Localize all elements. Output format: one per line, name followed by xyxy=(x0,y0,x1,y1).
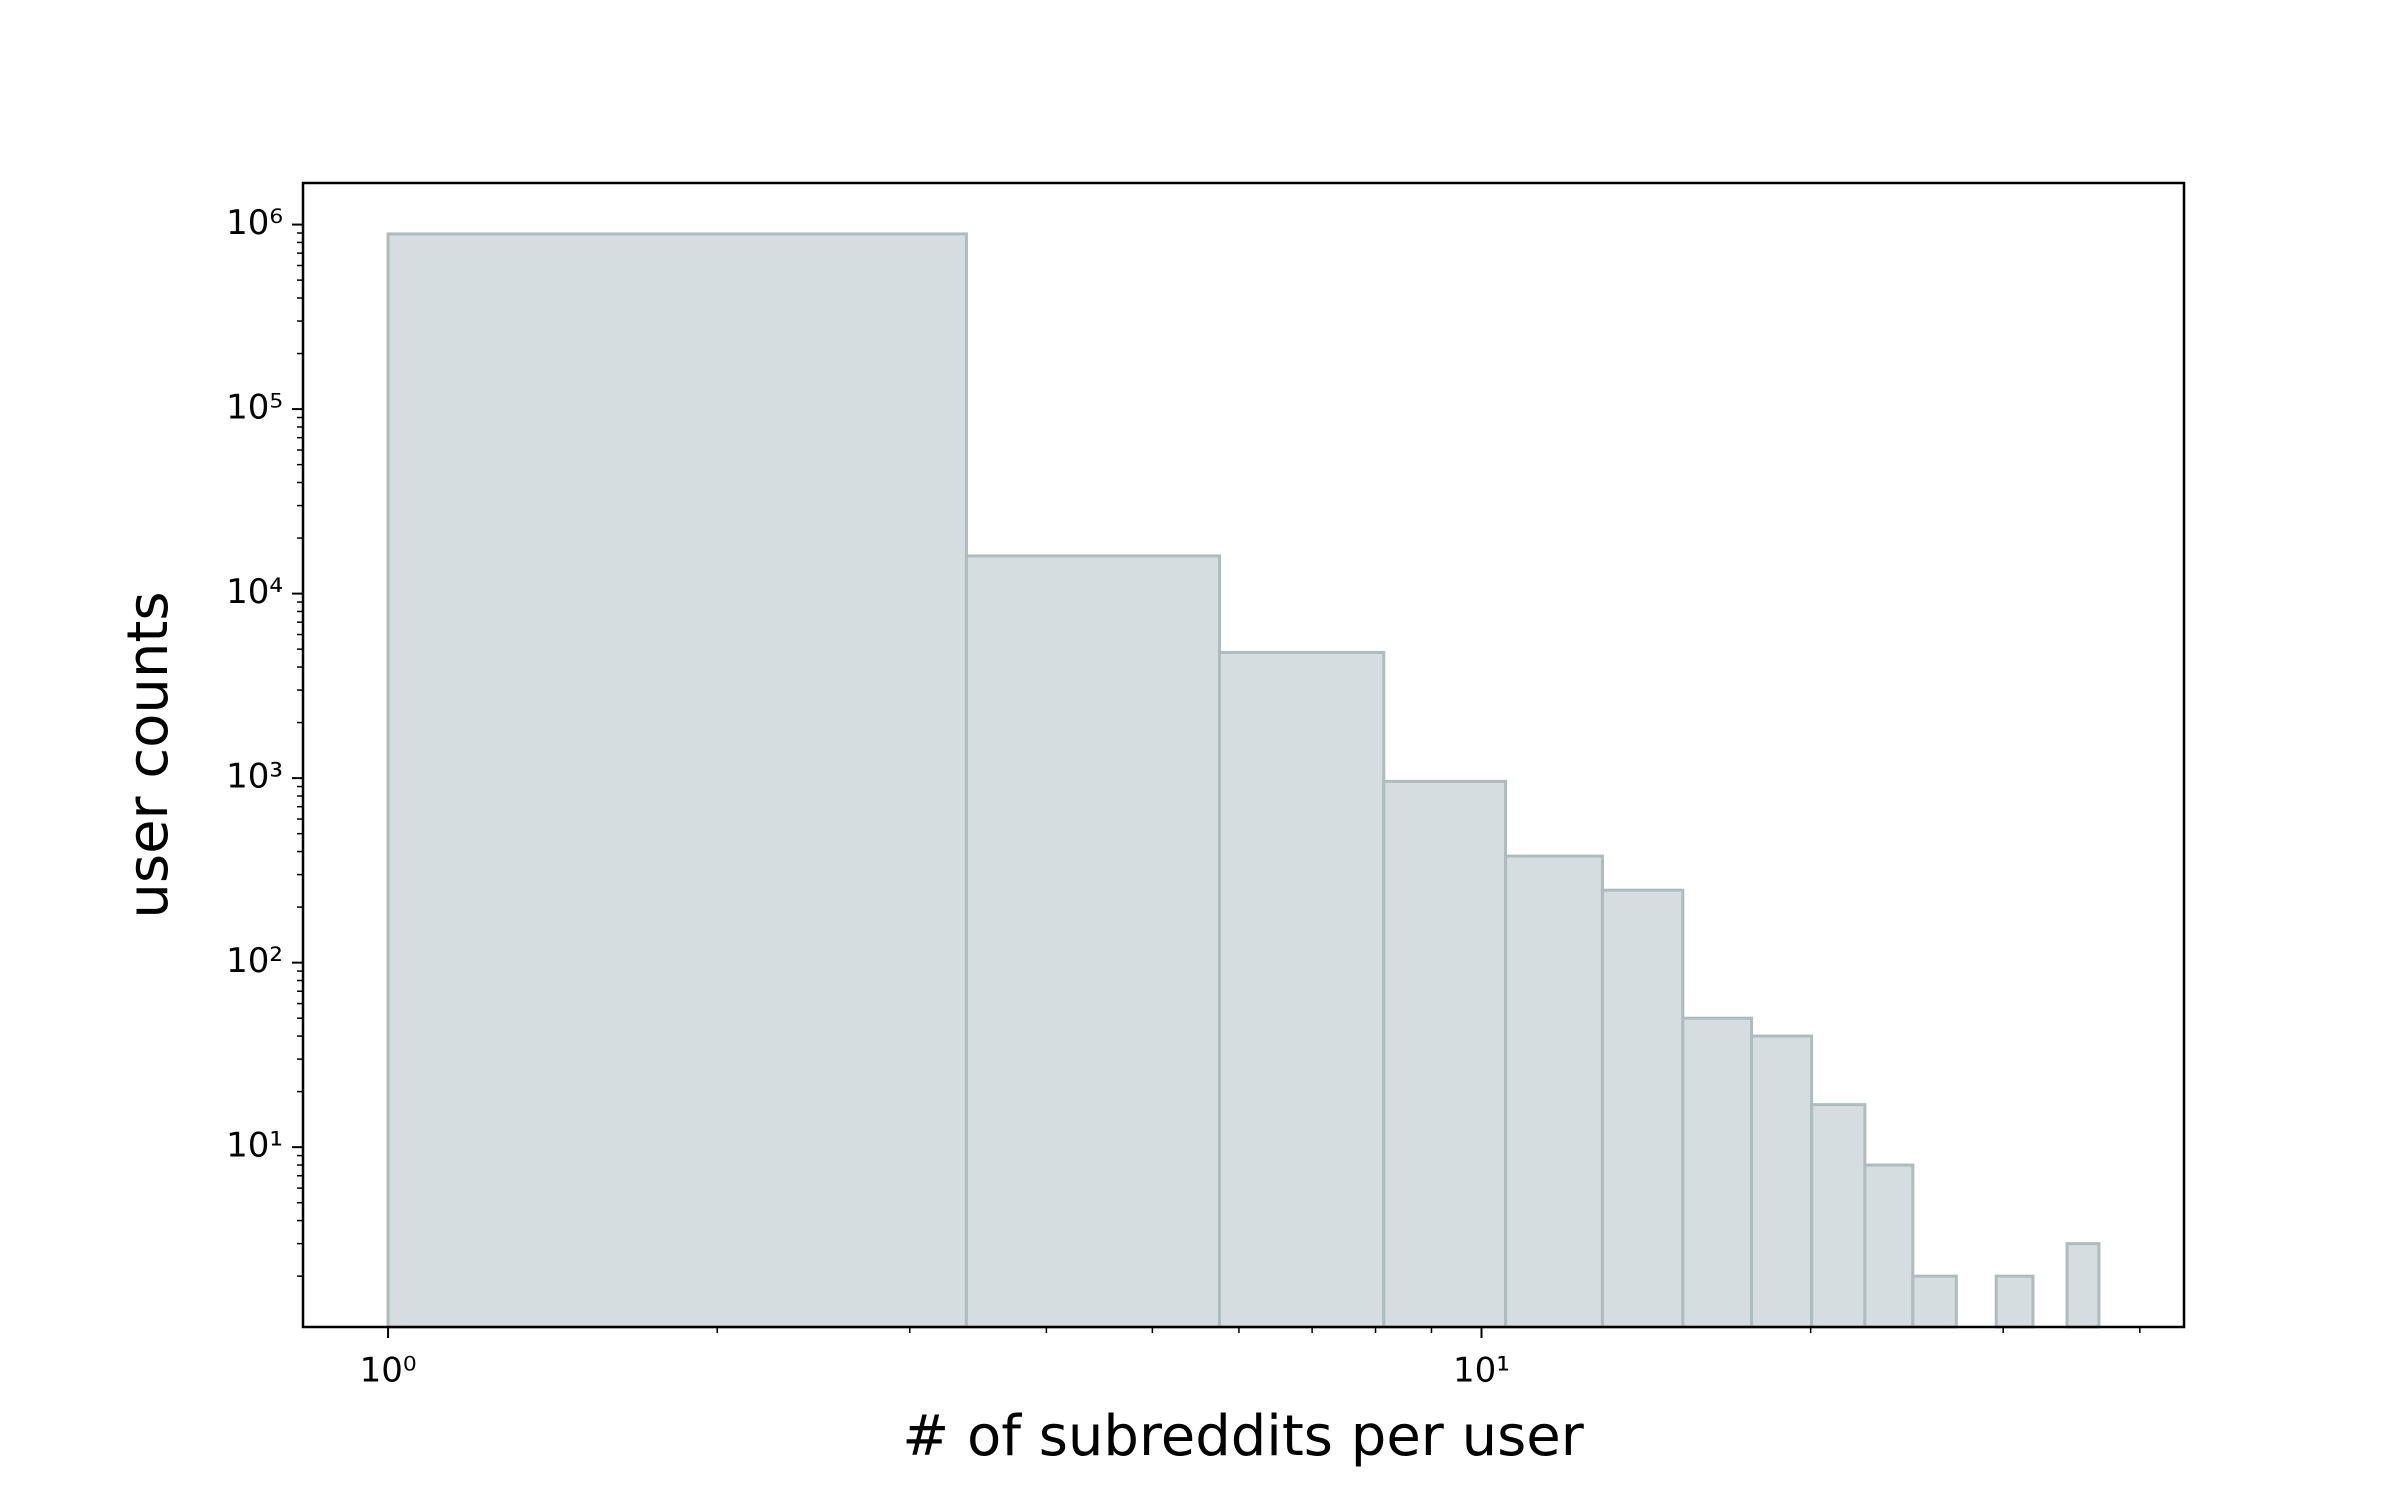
bar xyxy=(1681,1016,1754,1329)
bar xyxy=(1863,1163,1915,1329)
y-tick-label: 10⁴ xyxy=(226,572,283,612)
bar xyxy=(1911,1274,1958,1329)
bar xyxy=(1382,779,1508,1329)
y-tick-label: 10² xyxy=(226,941,283,981)
bar xyxy=(964,554,1222,1329)
axes-frame xyxy=(301,181,2186,1329)
bar xyxy=(1750,1034,1814,1329)
bar xyxy=(1994,1274,2035,1329)
bar xyxy=(1218,650,1386,1329)
x-tick-label: 10⁰ xyxy=(360,1351,417,1391)
y-axis-label: user counts xyxy=(116,591,181,918)
y-tick-label: 10⁵ xyxy=(226,388,283,428)
x-axis-label: # of subreddits per user xyxy=(902,1404,1584,1469)
bar xyxy=(1810,1103,1867,1329)
y-tick-label: 10³ xyxy=(226,757,283,797)
bar xyxy=(2065,1242,2101,1329)
bar xyxy=(386,232,968,1329)
y-tick-label: 10⁶ xyxy=(226,203,283,243)
bar xyxy=(1504,854,1604,1329)
y-tick-label: 10¹ xyxy=(226,1126,283,1166)
x-tick-label: 10¹ xyxy=(1453,1351,1510,1391)
bar xyxy=(1600,888,1685,1329)
